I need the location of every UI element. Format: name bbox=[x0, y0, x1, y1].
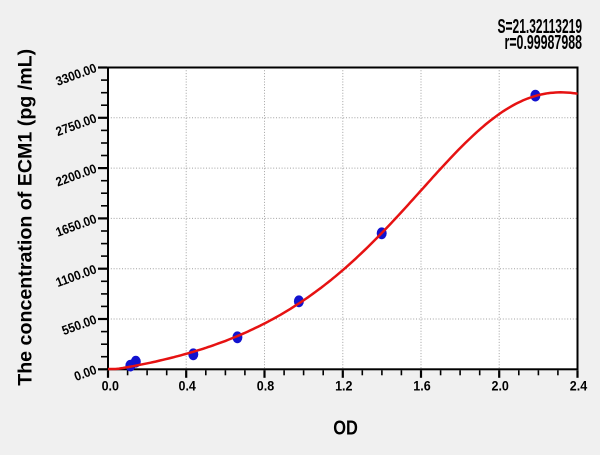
svg-text:The concentration of ECM1 (pg: The concentration of ECM1 (pg /mL) bbox=[16, 49, 37, 386]
svg-text:S=21.32113219: S=21.32113219 bbox=[498, 16, 583, 38]
svg-text:OD: OD bbox=[333, 418, 358, 440]
svg-text:0.0: 0.0 bbox=[102, 378, 120, 394]
svg-text:0.00: 0.00 bbox=[72, 362, 99, 384]
svg-text:0.4: 0.4 bbox=[179, 378, 197, 394]
svg-text:1.2: 1.2 bbox=[335, 378, 353, 394]
svg-text:2.0: 2.0 bbox=[492, 378, 510, 394]
svg-text:1.6: 1.6 bbox=[413, 378, 431, 394]
svg-text:r=0.99987988: r=0.99987988 bbox=[505, 32, 583, 54]
svg-text:0.8: 0.8 bbox=[257, 378, 275, 394]
svg-text:2.4: 2.4 bbox=[570, 378, 588, 394]
